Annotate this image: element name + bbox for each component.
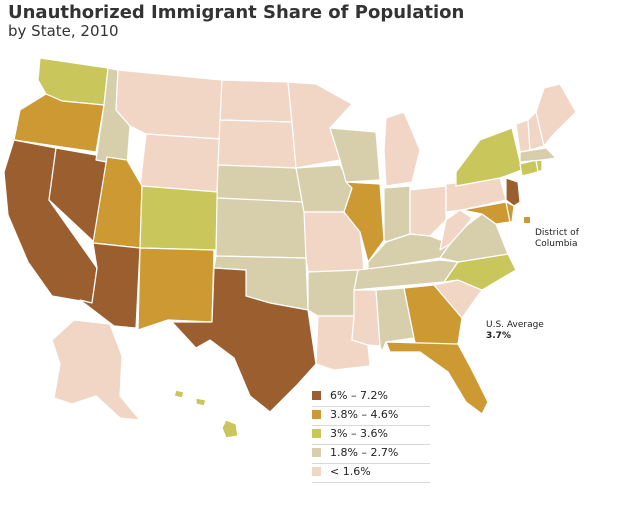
state-indiana [383, 185, 411, 243]
state-illinois [343, 181, 385, 263]
state-maryland [461, 201, 511, 225]
state-alaska [51, 319, 141, 421]
legend-item: 1.8% – 2.7% [312, 445, 430, 464]
legend-label: 6% – 7.2% [330, 389, 388, 402]
state-michigan [383, 111, 421, 187]
state-north-dakota [219, 79, 293, 123]
state-new-york [455, 127, 523, 187]
map-legend: 6% – 7.2% 3.8% – 4.6% 3% – 3.6% 1.8% – 2… [312, 388, 430, 483]
state-ohio [409, 185, 447, 237]
state-wisconsin [329, 127, 381, 183]
us-average: U.S. Average 3.7% [486, 320, 544, 342]
legend-item: 3% – 3.6% [312, 426, 430, 445]
state-hawaii [173, 389, 239, 439]
dc-swatch [524, 217, 530, 223]
state-mississippi [351, 289, 381, 347]
legend-swatch [312, 467, 321, 476]
state-arkansas [307, 269, 359, 317]
legend-item: 3.8% – 4.6% [312, 407, 430, 426]
map-title: Unauthorized Immigrant Share of Populati… [8, 2, 465, 23]
legend-label: 3% – 3.6% [330, 427, 388, 440]
dc-label: District of Columbia [535, 228, 579, 249]
state-montana [115, 69, 223, 140]
state-new-mexico [137, 247, 215, 331]
legend-label: 3.8% – 4.6% [330, 408, 399, 421]
legend-label: < 1.6% [330, 465, 371, 478]
state-connecticut [519, 159, 539, 177]
legend-swatch [312, 429, 321, 438]
map-subtitle: by State, 2010 [8, 22, 119, 40]
legend-item: < 1.6% [312, 464, 430, 483]
state-texas [171, 267, 317, 413]
legend-swatch [312, 448, 321, 457]
state-new-jersey [505, 177, 521, 207]
state-massachusetts [519, 147, 557, 163]
legend-swatch [312, 391, 321, 400]
state-wyoming [139, 133, 221, 193]
state-south-dakota [217, 119, 297, 169]
state-kansas [215, 197, 307, 259]
state-maine [535, 83, 577, 147]
legend-item: 6% – 7.2% [312, 388, 430, 407]
us-average-value: 3.7% [486, 331, 511, 341]
us-average-label: U.S. Average [486, 320, 544, 330]
state-florida [385, 341, 489, 415]
state-colorado [139, 185, 219, 251]
state-oregon [13, 93, 105, 153]
state-nebraska [216, 164, 305, 203]
legend-swatch [312, 410, 321, 419]
legend-label: 1.8% – 2.7% [330, 446, 399, 459]
